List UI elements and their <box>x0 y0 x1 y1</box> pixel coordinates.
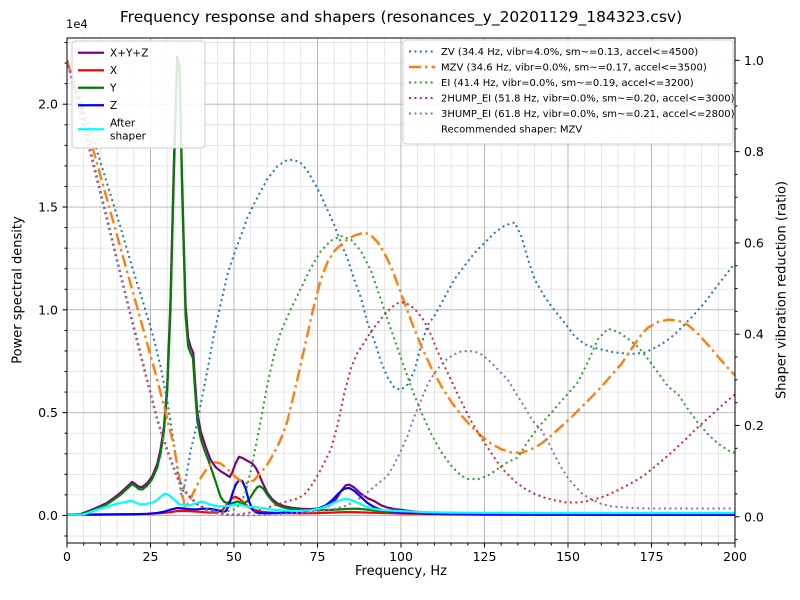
x-tick-label: 200 <box>723 549 747 564</box>
series-2hump-ei <box>67 60 735 516</box>
y-axis-label-right: Shaper vibration reduction (ratio) <box>774 181 790 399</box>
series-mzv <box>67 60 735 509</box>
y-right-tick-label: 0.6 <box>744 235 764 250</box>
series-zv <box>67 60 735 499</box>
y-left-tick-label: 2.0 <box>38 97 58 112</box>
legend-label: 2HUMP_EI (51.8 Hz, vibr=0.0%, sm~=0.20, … <box>441 94 735 105</box>
y-right-tick-label: 0.4 <box>744 327 764 342</box>
x-axis-label: Frequency, Hz <box>354 564 448 579</box>
legend-right: ZV (34.4 Hz, vibr=4.0%, sm~=0.13, accel<… <box>402 39 735 145</box>
y-right-tick-label: 0.2 <box>744 418 764 433</box>
y-axis-label-left: Power spectral density <box>10 216 26 364</box>
legend-label: 3HUMP_EI (61.8 Hz, vibr=0.0%, sm~=0.21, … <box>441 109 735 120</box>
legend-label: After <box>110 117 136 129</box>
x-tick-label: 50 <box>226 549 242 564</box>
legend-label: shaper <box>110 130 147 142</box>
y-axis-offset-text: 1e4 <box>66 17 88 31</box>
x-tick-label: 75 <box>310 549 326 564</box>
chart-title: Frequency response and shapers (resonanc… <box>119 8 683 26</box>
x-tick-label: 150 <box>556 549 580 564</box>
x-tick-label: 100 <box>389 549 413 564</box>
series-group <box>67 55 735 517</box>
y-left-tick-label: 1.0 <box>38 302 58 317</box>
series-after-shaper <box>67 492 735 516</box>
legend-note: Recommended shaper: MZV <box>441 125 582 136</box>
y-left-tick-label: 0.0 <box>38 508 58 523</box>
legend-label: Z <box>110 100 117 112</box>
x-tick-label: 25 <box>143 549 159 564</box>
x-tick-label: 125 <box>473 549 497 564</box>
tick-labels: 0 25 50 75 100 125 150 175 200 0.0 0.5 1.0 1.5 2.0 0.0… <box>38 53 764 564</box>
y-right-tick-label: 0.8 <box>744 144 764 159</box>
legend-label: X+Y+Z <box>110 47 148 59</box>
y-right-tick-label: 0.0 <box>744 509 764 524</box>
y-left-tick-label: 1.5 <box>38 200 58 215</box>
legend-label: Y <box>109 82 117 94</box>
y-right-tick-label: 1.0 <box>744 53 764 68</box>
y-left-tick-label: 0.5 <box>38 405 58 420</box>
series-x-y-z <box>67 55 735 516</box>
x-tick-label: 0 <box>63 549 71 564</box>
legend-label: ZV (34.4 Hz, vibr=4.0%, sm~=0.13, accel<… <box>441 47 698 58</box>
legend-label: X <box>110 65 117 77</box>
series-y <box>67 59 735 516</box>
x-tick-label: 175 <box>640 549 664 564</box>
legend-label: MZV (34.6 Hz, vibr=0.0%, sm~=0.17, accel… <box>441 63 707 74</box>
axis-ticks <box>62 42 740 548</box>
series-3hump-ei <box>67 60 735 517</box>
legend-label: EI (41.4 Hz, vibr=0.0%, sm~=0.19, accel<… <box>441 78 694 89</box>
